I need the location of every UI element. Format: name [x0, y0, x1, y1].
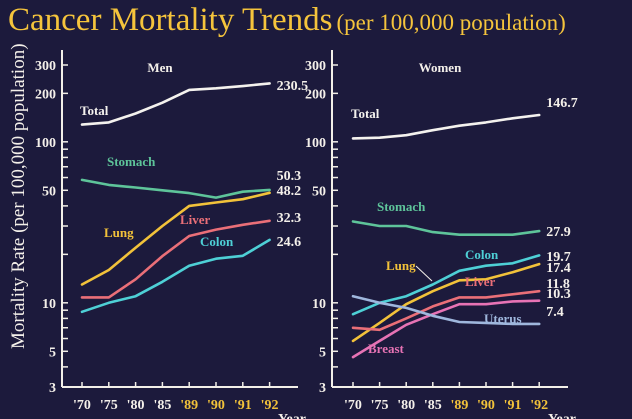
- series-label-total: Total: [351, 106, 380, 121]
- x-tick-label: '89: [180, 398, 198, 413]
- end-value-label: 146.7: [546, 96, 578, 111]
- x-tick-label: '70: [344, 398, 362, 413]
- chart-panel-men: Men 300 200 100 50 10 5 3 '70 '75 '80 '85 '89 '90 '91 '…: [35, 50, 308, 419]
- x-tick-label: '80: [397, 398, 415, 413]
- x-tick-label: '80: [127, 398, 145, 413]
- y-tick-label: 300: [305, 59, 326, 74]
- x-tick-label: '90: [477, 398, 495, 413]
- end-value-label: 48.2: [277, 184, 302, 199]
- x-tick-label: '91: [504, 398, 522, 413]
- x-tick-label: '92: [530, 398, 548, 413]
- y-tick-label: 3: [319, 381, 326, 396]
- y-tick-label: 5: [49, 345, 56, 360]
- y-tick-label: 5: [319, 345, 326, 360]
- y-tick-label: 100: [305, 136, 326, 151]
- series-line-colon: [80, 238, 271, 314]
- x-tick-label: '85: [424, 398, 442, 413]
- x-tick-label: '70: [73, 398, 91, 413]
- chart-title: Cancer Mortality Trends (per 100,000 pop…: [8, 2, 566, 39]
- series-line-uterus: [351, 294, 541, 326]
- x-tick-label: '91: [234, 398, 252, 413]
- series-label-liver: Liver: [180, 212, 211, 227]
- y-tick-label: 10: [312, 297, 326, 312]
- series-line-lung: [351, 262, 541, 343]
- x-tick-label: '85: [153, 398, 171, 413]
- end-value-label: 17.4: [546, 261, 571, 276]
- series-line-breast: [351, 299, 541, 359]
- panel-title: Women: [419, 60, 462, 75]
- series-line-stomach: [80, 178, 271, 199]
- x-tick-label: '92: [261, 398, 279, 413]
- series-label-stomach: Stomach: [107, 154, 156, 169]
- title-main: Cancer Mortality Trends: [8, 2, 333, 38]
- x-axis-label: Year: [548, 412, 576, 419]
- series-line-total: [351, 113, 541, 140]
- series-label-breast: Breast: [368, 341, 405, 356]
- series-label-total: Total: [80, 103, 109, 118]
- x-tick-label: '75: [100, 398, 118, 413]
- panel-title: Men: [147, 60, 173, 75]
- series-line-colon: [351, 254, 541, 316]
- end-value-label: 50.3: [277, 169, 302, 184]
- end-value-label: 11.8: [546, 277, 570, 292]
- y-tick-label: 200: [305, 87, 326, 102]
- series-label-lung: Lung: [386, 258, 416, 273]
- end-value-label: 27.9: [546, 225, 571, 240]
- series-line-liver: [351, 289, 541, 332]
- x-axis-label: Year: [278, 412, 306, 419]
- y-tick-label: 10: [42, 297, 56, 312]
- end-value-label: 32.3: [277, 211, 302, 226]
- series-line-liver: [80, 219, 271, 299]
- end-value-label: 230.5: [277, 79, 309, 94]
- x-tick-label: '90: [207, 398, 225, 413]
- series-label-stomach: Stomach: [377, 199, 426, 214]
- end-value-label: 10.3: [546, 287, 571, 302]
- chart-panel-women: Women 300 200 100 50 10 5 3 '70 '75 '80 '85 '89 '90 '9…: [305, 50, 578, 419]
- series-line-stomach: [351, 220, 541, 236]
- x-tick-label: '89: [450, 398, 468, 413]
- series-line-total: [80, 82, 271, 126]
- end-value-label: 7.4: [546, 305, 564, 320]
- y-tick-label: 300: [35, 59, 56, 74]
- end-value-label: 24.6: [277, 235, 302, 250]
- lung-leader-line: [415, 265, 433, 282]
- y-tick-label: 100: [35, 136, 56, 151]
- series-label-liver: Liver: [465, 274, 496, 289]
- series-label-colon: Colon: [200, 234, 234, 249]
- series-label-lung: Lung: [104, 225, 134, 240]
- y-tick-label: 3: [49, 381, 56, 396]
- series-line-lung: [80, 191, 271, 286]
- series-label-colon: Colon: [465, 247, 499, 262]
- end-value-label: 19.7: [546, 250, 571, 265]
- y-tick-label: 50: [312, 184, 326, 199]
- y-tick-label: 200: [35, 87, 56, 102]
- title-sub: (per 100,000 population): [336, 10, 566, 35]
- y-tick-label: 50: [42, 184, 56, 199]
- x-tick-label: '75: [371, 398, 389, 413]
- series-label-uterus: Uterus: [484, 311, 522, 326]
